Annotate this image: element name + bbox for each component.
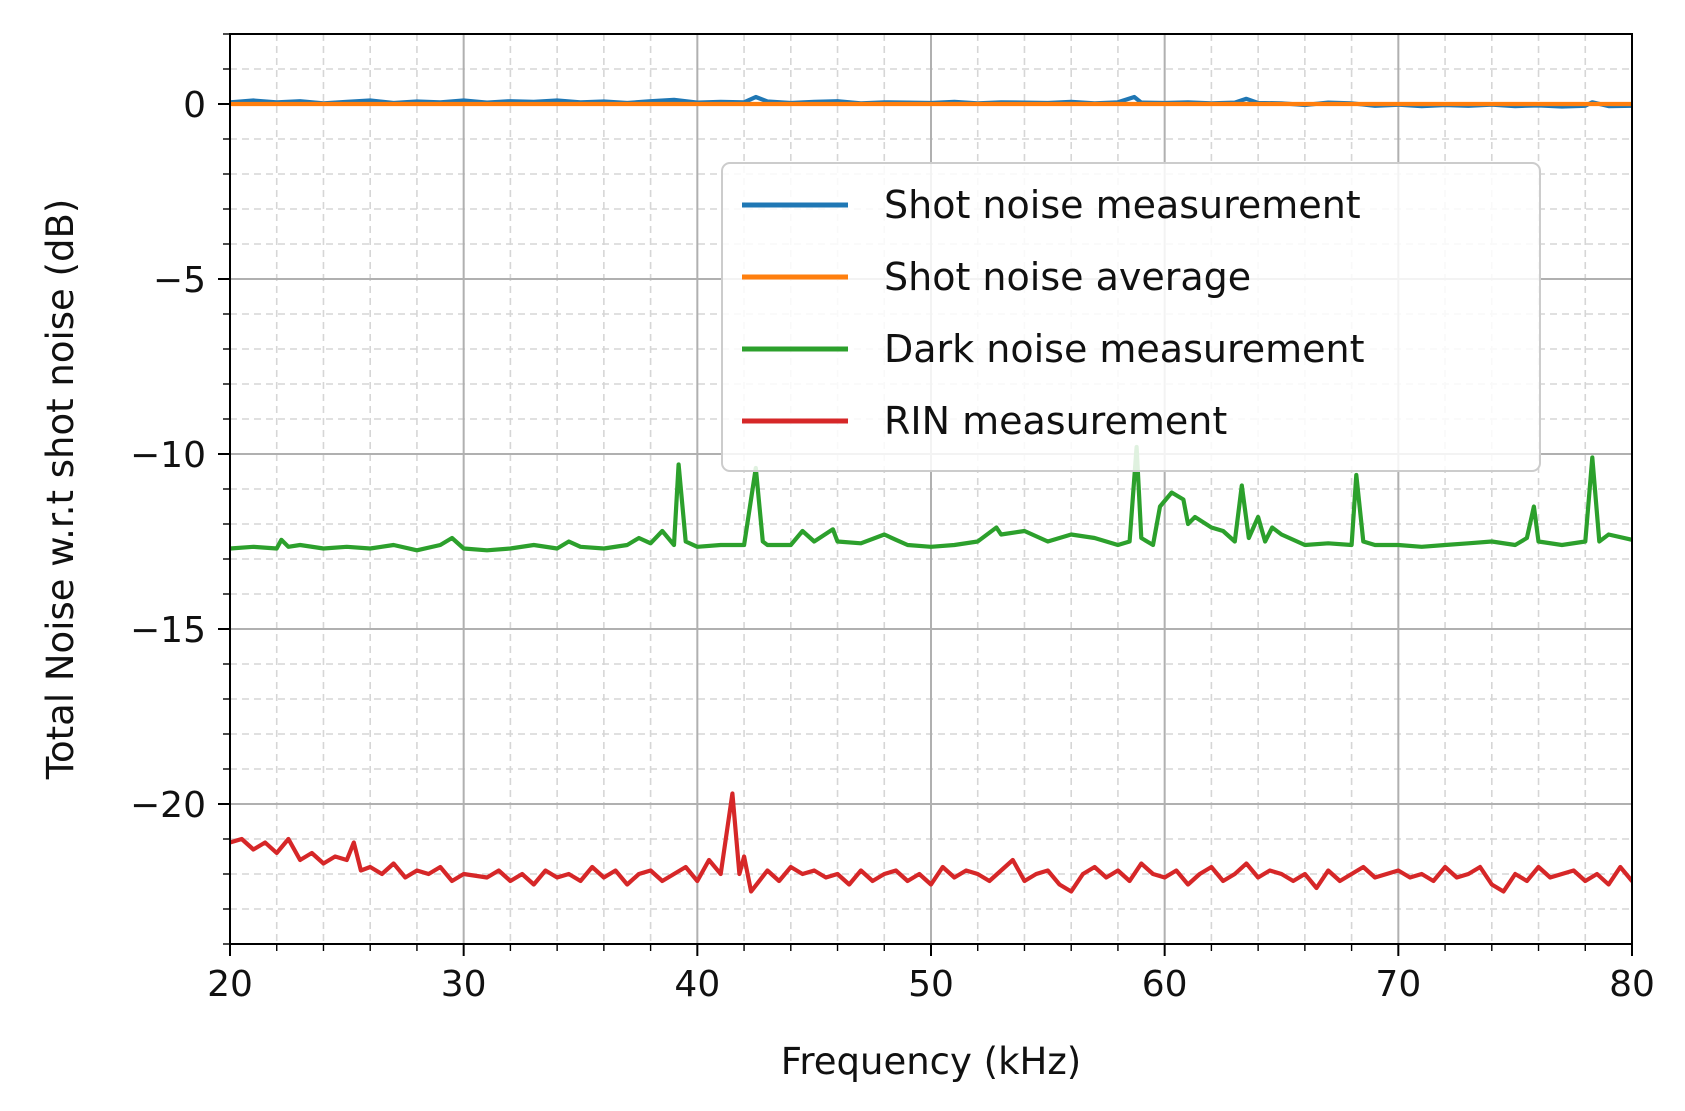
legend-label: Shot noise average [884, 255, 1251, 299]
x-tick-label: 20 [207, 964, 253, 1005]
x-tick-label: 70 [1375, 964, 1421, 1005]
legend: Shot noise measurement Shot noise average… [721, 162, 1541, 472]
y-axis-label: Total Noise w.r.t shot noise (dB) [39, 199, 82, 781]
series-line-rin-measurement [230, 791, 1632, 894]
y-tick-label: −5 [153, 260, 206, 301]
y-tick-label: −10 [130, 435, 206, 476]
legend-label: Dark noise measurement [884, 327, 1365, 371]
x-tick-label: 60 [1142, 964, 1188, 1005]
x-tick-label: 50 [908, 964, 954, 1005]
x-axis-label: Frequency (kHz) [781, 1040, 1081, 1083]
series-line-dark-noise-measurement [230, 444, 1632, 553]
legend-label: Shot noise measurement [884, 183, 1361, 227]
legend-box [721, 162, 1541, 472]
y-tick-label: 0 [183, 85, 206, 126]
x-tick-label: 40 [674, 964, 720, 1005]
x-tick-label: 80 [1609, 964, 1655, 1005]
y-tick-label: −20 [130, 785, 206, 826]
axis-ticks [218, 33, 1633, 956]
series-layer [230, 94, 1632, 894]
x-tick-label: 30 [441, 964, 487, 1005]
x-tick-labels: 20 30 40 50 60 70 80 [207, 964, 1655, 1005]
y-tick-labels: 0 −5 −10 −15 −20 [130, 85, 206, 826]
y-tick-label: −15 [130, 610, 206, 651]
legend-label: RIN measurement [884, 399, 1227, 443]
